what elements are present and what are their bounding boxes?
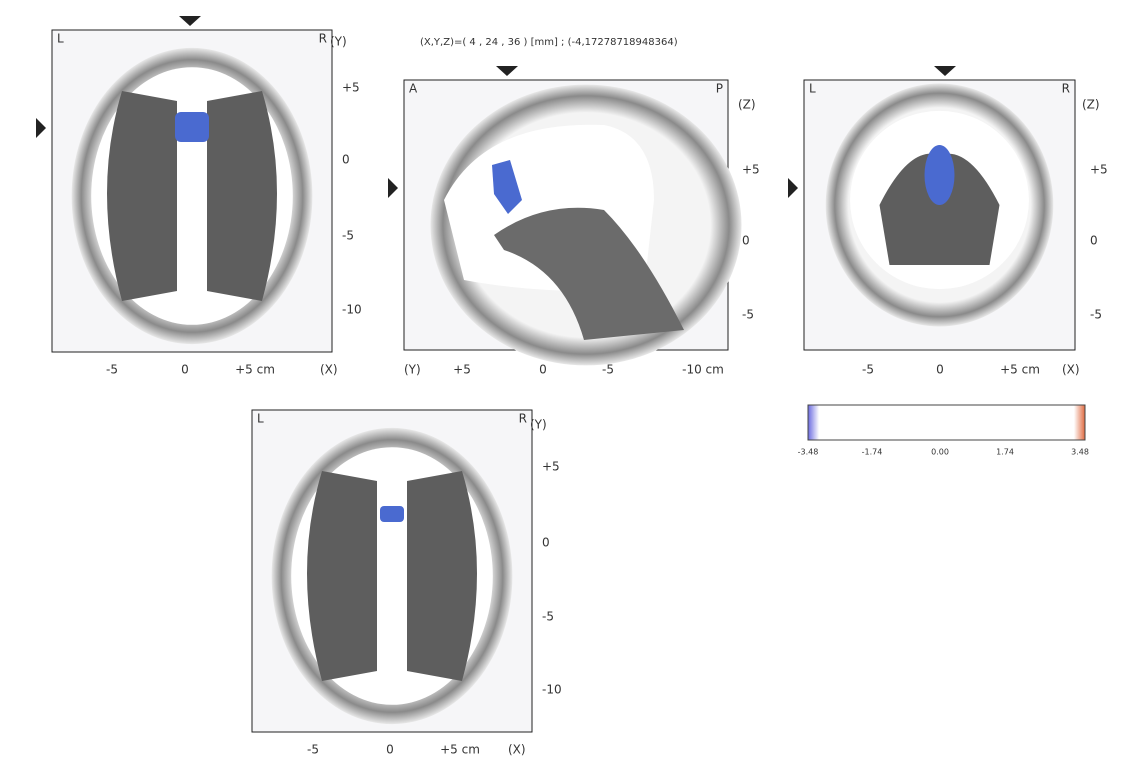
y-tick-label: -10: [542, 683, 562, 697]
y-tick-label: +5: [342, 81, 360, 95]
y-tick-label: 0: [1090, 234, 1098, 248]
y-tick-label: +5: [542, 460, 560, 474]
brain-view: L R (Z) (X) +5 0 -5 -5 0 +5 cm: [788, 66, 1108, 377]
colorbar-label: 0.00: [931, 448, 949, 457]
corner-label: A: [409, 82, 418, 96]
activation: [924, 145, 955, 205]
corner-label: R: [1062, 82, 1070, 96]
y-tick-label: -5: [742, 308, 754, 322]
axis-label: (Z): [1082, 98, 1100, 112]
axis-label: (Y): [530, 418, 547, 432]
x-tick-label: -5: [106, 363, 118, 377]
x-tick-label: +5 cm: [440, 743, 480, 757]
axis-label: (X): [1062, 363, 1080, 377]
corner-label: P: [716, 82, 723, 96]
activation: [492, 160, 522, 214]
slice-marker: [36, 118, 46, 138]
x-tick-label: 0: [539, 363, 547, 377]
brain-view: L R (Y) (X) +5 0 -5 -10 -5 0 +5 cm: [251, 409, 562, 757]
x-tick-label: -10 cm: [682, 363, 724, 377]
slice-marker: [496, 66, 518, 76]
x-tick-label: +5 cm: [1000, 363, 1040, 377]
x-tick-label: -5: [602, 363, 614, 377]
colorbar-label: -3.48: [798, 448, 819, 457]
x-tick-label: +5: [453, 363, 471, 377]
activation: [175, 112, 209, 142]
slice-marker: [788, 178, 798, 198]
white-matter: [879, 153, 1000, 265]
x-tick-label: -5: [307, 743, 319, 757]
colorbar-label: 3.48: [1071, 448, 1089, 457]
x-tick-label: -5: [862, 363, 874, 377]
coordinate-readout: (X,Y,Z)=( 4 , 24 , 36 ) [mm] ; (-4,17278…: [420, 37, 678, 48]
colorbar-labels: -3.48 -1.74 0.00 1.74 3.48: [798, 448, 1089, 457]
y-tick-label: 0: [742, 234, 750, 248]
colorbar-label: -1.74: [862, 448, 883, 457]
axis-label: (X): [320, 363, 338, 377]
panels: L R (Y)(X)+50-5-10-5 0 +5 cmA P(Z)(Y)+50-5+5 0…: [36, 16, 1108, 757]
brain-view: A P (Z) (Y) +5 0 -5 +5 0 -5 -10 cm: [388, 66, 760, 377]
x-tick-label: 0: [181, 363, 189, 377]
colorbar: [807, 404, 1086, 441]
y-tick-label: -10: [342, 303, 362, 317]
colorbar-label: 1.74: [996, 448, 1014, 457]
corner-label: R: [519, 412, 527, 426]
slice-marker: [934, 66, 956, 76]
y-tick-label: -5: [1090, 308, 1102, 322]
activation: [380, 506, 404, 522]
x-tick-label: 0: [386, 743, 394, 757]
axis-label: (Z): [738, 98, 756, 112]
brainstem: [494, 207, 684, 340]
brain-view: L R (Y) (X) +5 0 -5 -10 -5 0 +5 cm: [36, 16, 362, 377]
y-tick-label: -5: [342, 229, 354, 243]
y-tick-label: 0: [542, 536, 550, 550]
white-matter: [107, 91, 277, 301]
y-tick-label: +5: [1090, 163, 1108, 177]
axis-label: (Y): [404, 363, 421, 377]
white-matter: [307, 471, 477, 681]
y-tick-label: -5: [542, 610, 554, 624]
y-tick-label: 0: [342, 153, 350, 167]
x-tick-label: 0: [936, 363, 944, 377]
corner-label: L: [809, 82, 816, 96]
slice-marker: [388, 178, 398, 198]
slice-marker: [179, 16, 201, 26]
axis-label: (Y): [330, 35, 347, 49]
corner-label: L: [257, 412, 264, 426]
y-tick-label: +5: [742, 163, 760, 177]
corner-label: R: [319, 32, 327, 46]
x-tick-label: +5 cm: [235, 363, 275, 377]
axis-label: (X): [508, 743, 526, 757]
corner-label: L: [57, 32, 64, 46]
